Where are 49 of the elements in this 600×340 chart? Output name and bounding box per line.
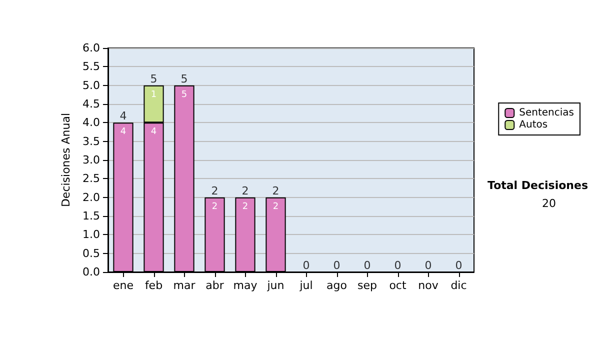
y-tick-label: 5.0 [82,78,100,92]
y-tick-label: 1.0 [82,228,100,242]
y-tick-label: 2.0 [82,190,100,204]
y-tick-label: 4.5 [82,98,100,110]
y-tick-label: 0.5 [82,246,100,260]
text: Total Decisiones [488,179,588,192]
data-label: 2 [272,202,279,212]
total-label: 0 [364,259,371,272]
data-label: 2 [212,202,218,212]
total-label: 5 [150,72,158,86]
x-tick-label: ago [326,279,348,292]
x-tick-label: abr [206,279,224,292]
x-tick-label: may [233,279,258,292]
y-tick-label: 0.0 [82,266,100,278]
y-tick-label: 3.5 [82,134,100,148]
legend-label: Sentencias [519,108,574,118]
legend-label: Autos [519,120,548,130]
total-label: 2 [211,184,218,198]
x-tick-label: ene [112,279,134,292]
y-tick-label: 2.5 [82,172,100,186]
data-label: 4 [150,127,157,138]
total-label: 4 [120,110,127,123]
data-label: 4 [120,127,126,138]
x-tick-label: nov [418,279,439,292]
y-axis-title: Decisiones Anual [60,112,73,208]
total-label: 0 [333,259,340,272]
total-label: 0 [455,259,462,272]
y-tick-label: 5.5 [82,60,100,74]
x-tick-label: mar [173,279,196,292]
y-tick-label: 3.0 [82,154,100,166]
x-tick-label: jul [298,279,313,292]
y-tick-label: 1.5 [82,210,100,222]
text: 20 [542,197,556,210]
x-tick-label: dic [450,279,467,292]
total-label: 5 [180,72,188,86]
x-tick-label: feb [144,279,163,292]
x-tick-label: jun [266,279,284,292]
data-label: 5 [181,90,188,100]
y-tick-label: 6.0 [82,42,100,54]
y-tick-label: 4.0 [82,116,100,130]
data-label: 1 [150,90,157,100]
x-tick-label: oct [389,279,407,292]
data-label: 2 [242,202,248,212]
total-label: 0 [394,259,402,272]
total-label: 2 [242,184,249,198]
total-label: 2 [272,184,280,198]
total-label: 0 [302,259,310,272]
total-label: 0 [424,259,432,272]
x-tick-label: sep [358,279,378,292]
